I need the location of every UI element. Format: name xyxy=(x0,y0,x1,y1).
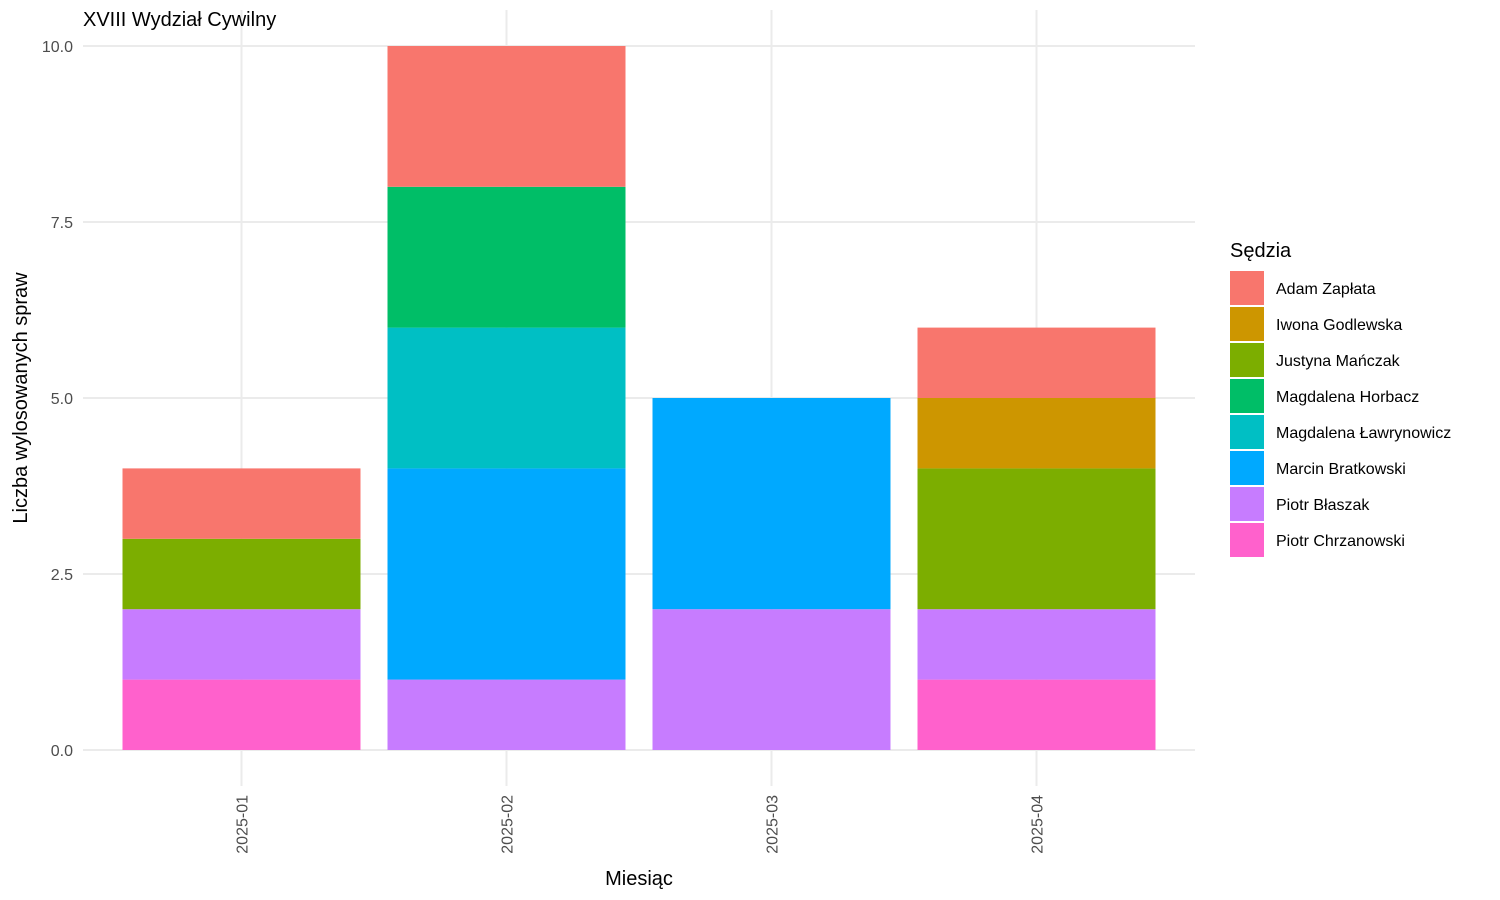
y-tick-label: 7.5 xyxy=(51,215,73,232)
bar-segment xyxy=(917,327,1156,398)
legend-key xyxy=(1230,451,1264,485)
legend-label: Iwona Godlewska xyxy=(1276,317,1402,334)
bar-segment xyxy=(917,679,1156,750)
bar-segment xyxy=(387,468,626,680)
y-axis-title: Liczba wylosowanych spraw xyxy=(10,272,32,524)
bars xyxy=(122,46,1156,750)
legend-key xyxy=(1230,379,1264,413)
x-axis-ticks: 2025-01 2025-02 2025-03 2025-04 xyxy=(235,795,1047,854)
bar-segment xyxy=(122,468,361,539)
bar-segment xyxy=(917,609,1156,680)
y-axis-ticks: 0.0 2.5 5.0 7.5 10.0 xyxy=(42,39,73,760)
legend-key xyxy=(1230,415,1264,449)
x-tick-label: 2025-03 xyxy=(765,795,782,854)
bar-segment xyxy=(652,398,891,610)
y-tick-label: 2.5 xyxy=(51,567,73,584)
legend-label: Adam Zapłata xyxy=(1276,281,1376,298)
x-axis-title: Miesiąc xyxy=(605,868,673,890)
x-tick-label: 2025-04 xyxy=(1030,795,1047,854)
bar-segment xyxy=(917,398,1156,469)
chart-title: XVIII Wydział Cywilny xyxy=(83,9,276,31)
legend-key xyxy=(1230,271,1264,305)
legend-label: Marcin Bratkowski xyxy=(1276,461,1406,478)
legend-title: Sędzia xyxy=(1230,240,1292,262)
legend-items: Adam Zapłata Iwona Godlewska Justyna Mańcz… xyxy=(1230,271,1451,557)
legend-label: Piotr Błaszak xyxy=(1276,497,1370,514)
legend-label: Piotr Chrzanowski xyxy=(1276,533,1405,550)
bar-segment xyxy=(917,468,1156,610)
y-tick-label: 5.0 xyxy=(51,391,73,408)
legend-key xyxy=(1230,307,1264,341)
bar-segment xyxy=(122,538,361,610)
legend-label: Magdalena Horbacz xyxy=(1276,389,1419,406)
bar-segment xyxy=(122,609,361,680)
legend-key xyxy=(1230,343,1264,377)
bar-segment xyxy=(387,186,626,328)
bar-segment xyxy=(387,46,626,187)
bar-segment xyxy=(387,327,626,469)
legend-key xyxy=(1230,487,1264,521)
legend: Sędzia Adam Zapłata Iwona Godlewska Justyn… xyxy=(1230,240,1451,557)
y-tick-label: 10.0 xyxy=(42,39,73,56)
bar-segment xyxy=(122,679,361,750)
x-tick-label: 2025-02 xyxy=(500,795,517,854)
legend-label: Justyna Mańczak xyxy=(1276,353,1401,370)
bar-segment xyxy=(387,679,626,750)
y-tick-label: 0.0 xyxy=(51,743,73,760)
legend-label: Magdalena Ławrynowicz xyxy=(1276,425,1451,442)
legend-key xyxy=(1230,523,1264,557)
bar-segment xyxy=(652,609,891,750)
x-tick-label: 2025-01 xyxy=(235,795,252,854)
